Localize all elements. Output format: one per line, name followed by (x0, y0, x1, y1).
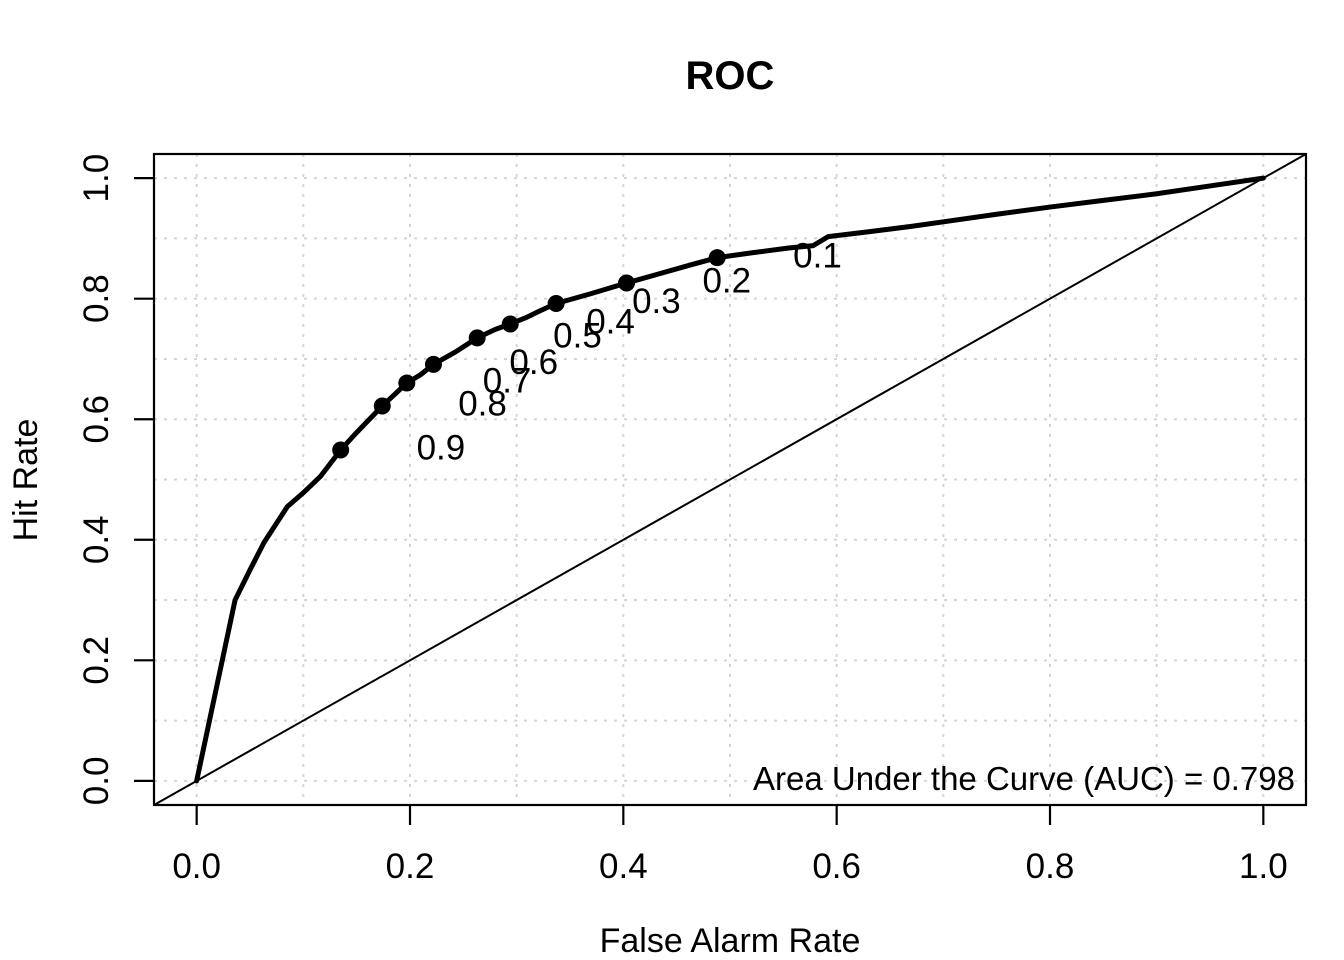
x-tick-label: 0.0 (172, 847, 221, 886)
threshold-label: 0.3 (632, 282, 681, 321)
y-tick-label: 0.6 (77, 395, 116, 444)
y-tick-label: 0.4 (77, 515, 116, 564)
chart-title: ROC (686, 54, 775, 98)
x-tick-label: 0.6 (812, 847, 861, 886)
y-tick-label: 0.0 (77, 757, 116, 806)
threshold-label: 0.2 (702, 262, 751, 301)
threshold-point (398, 374, 416, 392)
threshold-point (547, 294, 565, 312)
threshold-label: 0.8 (458, 385, 507, 424)
threshold-label: 0.9 (417, 429, 466, 468)
x-axis: 0.0 0.2 0.4 0.6 0.8 1.0 (172, 805, 1288, 886)
y-tick-label: 0.8 (77, 274, 116, 323)
threshold-point (501, 315, 519, 333)
y-axis-title: Hit Rate (7, 419, 45, 542)
x-tick-label: 0.2 (386, 847, 435, 886)
threshold-point (618, 274, 636, 292)
grid-layer (154, 154, 1306, 805)
threshold-point (373, 397, 391, 415)
threshold-point (468, 329, 486, 347)
threshold-label: 0.4 (586, 303, 635, 342)
y-tick-label: 0.2 (77, 636, 116, 685)
auc-annotation: Area Under the Curve (AUC) = 0.798 (753, 760, 1295, 797)
threshold-label: 0.1 (793, 236, 842, 275)
x-tick-label: 0.8 (1026, 847, 1075, 886)
threshold-point (424, 355, 442, 373)
x-axis-title: False Alarm Rate (600, 922, 861, 960)
x-tick-label: 0.4 (599, 847, 648, 886)
threshold-label: 0.5 (553, 316, 602, 355)
threshold-label: 0.7 (483, 362, 532, 401)
roc-curve-line (194, 175, 1266, 784)
plot-box (152, 152, 1308, 807)
threshold-point (708, 249, 726, 267)
y-axis: 0.0 0.2 0.4 0.6 0.8 1.0 (77, 154, 154, 805)
y-tick-label: 1.0 (77, 154, 116, 203)
threshold-labels-layer: 0.9 0.80.70.60.50.40.3 0.2 0.1 (417, 236, 842, 467)
threshold-points-layer (332, 249, 726, 459)
line-layer (153, 153, 1307, 806)
x-tick-label: 1.0 (1239, 847, 1288, 886)
chance-diagonal-line (153, 153, 1307, 806)
threshold-label: 0.6 (509, 343, 558, 382)
threshold-point (332, 441, 350, 459)
